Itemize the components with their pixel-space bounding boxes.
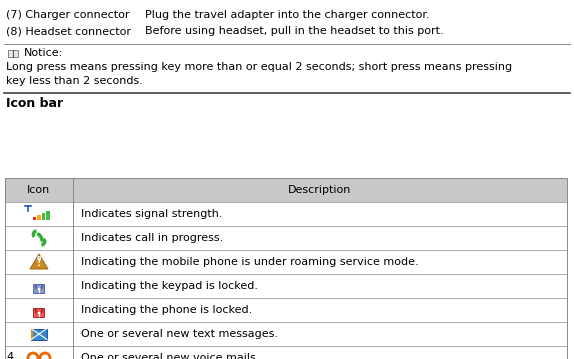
Text: Indicates call in progress.: Indicates call in progress. (81, 233, 223, 243)
Bar (8, 50, 13, 57)
Bar (41, 213, 45, 220)
Text: !: ! (37, 258, 41, 268)
Bar (13, 50, 18, 57)
Text: Indicates signal strength.: Indicates signal strength. (81, 209, 223, 219)
FancyBboxPatch shape (33, 308, 45, 317)
Bar (46, 211, 49, 220)
Bar (5, 178, 567, 202)
Text: One or several new voice mails.: One or several new voice mails. (81, 353, 259, 359)
Text: Icon bar: Icon bar (6, 97, 63, 110)
Text: 4: 4 (6, 352, 13, 359)
Text: (7) Charger connector: (7) Charger connector (6, 10, 130, 20)
Text: Indicating the mobile phone is under roaming service mode.: Indicating the mobile phone is under roa… (81, 257, 418, 267)
Text: Long press means pressing key more than or equal 2 seconds; short press means pr: Long press means pressing key more than … (6, 62, 512, 72)
Bar (5, 178, 567, 359)
Polygon shape (30, 254, 48, 269)
Text: Description: Description (288, 185, 352, 195)
Bar (37, 215, 41, 220)
Bar (31, 328, 33, 340)
Text: Notice:: Notice: (24, 48, 63, 58)
Text: One or several new text messages.: One or several new text messages. (81, 329, 278, 339)
FancyBboxPatch shape (33, 284, 45, 294)
Text: (8) Headset connector: (8) Headset connector (6, 26, 131, 36)
Text: key less than 2 seconds.: key less than 2 seconds. (6, 76, 143, 86)
Text: R: R (37, 256, 41, 261)
FancyBboxPatch shape (31, 328, 47, 340)
Circle shape (37, 288, 41, 290)
Text: Indicating the phone is locked.: Indicating the phone is locked. (81, 305, 252, 315)
Circle shape (37, 312, 41, 314)
Text: Indicating the keypad is locked.: Indicating the keypad is locked. (81, 281, 258, 291)
Text: Plug the travel adapter into the charger connector.: Plug the travel adapter into the charger… (145, 10, 429, 20)
Bar (33, 217, 36, 220)
Text: Icon: Icon (28, 185, 51, 195)
Text: Before using headset, pull in the headset to this port.: Before using headset, pull in the headse… (145, 26, 444, 36)
